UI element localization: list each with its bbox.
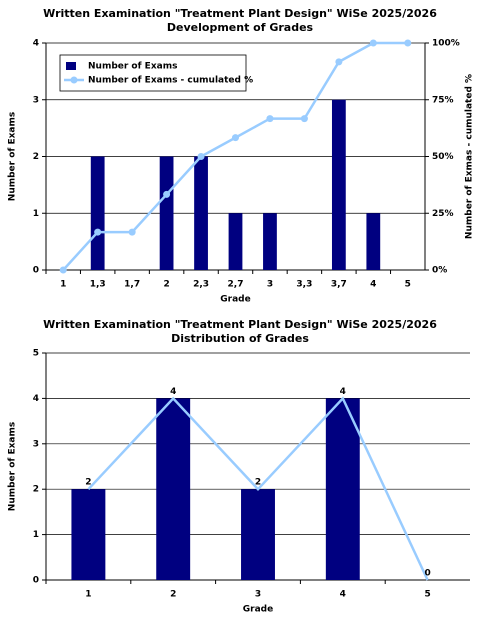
bar	[194, 156, 208, 270]
x-axis-label: Grade	[220, 295, 250, 305]
data-label: 2	[85, 478, 91, 488]
data-label: 4	[170, 387, 176, 397]
y-tick-label: 3	[33, 95, 39, 105]
data-label: 2	[255, 478, 261, 488]
line-marker	[369, 39, 377, 47]
x-tick-label: 1	[60, 280, 66, 290]
chart-subtitle: Distribution of Grades	[171, 332, 309, 345]
y2-tick-label: 0%	[432, 266, 447, 276]
y2-tick-label: 100%	[432, 39, 460, 49]
y2-tick-label: 50%	[432, 152, 454, 162]
chart-subtitle: Development of Grades	[167, 21, 314, 34]
y-tick-label: 3	[33, 439, 39, 449]
y-axis-label: Number of Exams	[8, 112, 18, 201]
bar	[325, 398, 360, 580]
x-tick-label: 2,3	[193, 280, 209, 290]
y-axis-label: Number of Exams	[8, 422, 18, 511]
line-marker	[232, 134, 239, 142]
data-label: 0	[424, 569, 430, 579]
y-tick-label: 0	[33, 576, 39, 586]
y-tick-label: 1	[33, 530, 39, 540]
bar	[366, 213, 381, 270]
chart-title: Written Examination "Treatment Plant Des…	[43, 318, 437, 331]
line-marker	[404, 39, 412, 47]
y2-tick-label: 25%	[432, 209, 454, 219]
bar	[159, 156, 174, 270]
line-marker	[197, 153, 205, 160]
y2-tick-label: 75%	[432, 95, 454, 105]
x-tick-label: 4	[370, 280, 376, 290]
legend-label: Number of Exams	[88, 62, 177, 72]
y-tick-label: 2	[33, 485, 39, 495]
x-tick-label: 3	[267, 280, 273, 290]
legend-label: Number of Exams - cumulated %	[88, 76, 253, 86]
bar	[156, 398, 191, 580]
bar	[263, 213, 277, 270]
line-marker	[163, 190, 171, 198]
x-tick-label: 1,7	[124, 280, 140, 290]
y-tick-label: 5	[33, 349, 39, 359]
line-marker	[300, 115, 308, 123]
x-tick-label: 2	[163, 280, 169, 290]
x-tick-label: 5	[424, 590, 430, 600]
y-tick-label: 4	[33, 39, 39, 49]
bar	[90, 156, 105, 270]
x-tick-label: 2	[170, 590, 176, 600]
x-tick-label: 5	[405, 280, 411, 290]
x-tick-label: 4	[340, 590, 346, 600]
chart-title: Written Examination "Treatment Plant Des…	[43, 7, 437, 20]
legend-marker	[70, 76, 78, 84]
x-axis-label: Grade	[243, 605, 273, 615]
data-label: 4	[340, 387, 346, 397]
bar	[71, 489, 106, 580]
legend-swatch	[66, 62, 76, 70]
y-tick-label: 2	[33, 152, 39, 162]
x-tick-label: 2,7	[228, 280, 244, 290]
y-tick-label: 4	[33, 394, 39, 404]
legend-box	[59, 54, 247, 92]
y2-axis-label: Number of Exmas - cumulated %	[465, 74, 475, 239]
y-tick-label: 1	[33, 209, 39, 219]
bar	[241, 489, 275, 580]
x-tick-label: 1	[85, 590, 91, 600]
x-tick-label: 1,3	[90, 280, 106, 290]
y-tick-label: 0	[33, 266, 39, 276]
bar	[331, 99, 346, 270]
line-marker	[335, 58, 343, 66]
line-marker	[266, 115, 274, 123]
line	[87, 396, 429, 581]
line-marker	[94, 228, 102, 236]
line-marker	[128, 228, 136, 236]
x-tick-label: 3	[255, 590, 261, 600]
x-tick-label: 3,3	[296, 280, 312, 290]
x-tick-label: 3,7	[331, 280, 347, 290]
line-marker	[59, 266, 67, 274]
bar	[228, 213, 243, 270]
